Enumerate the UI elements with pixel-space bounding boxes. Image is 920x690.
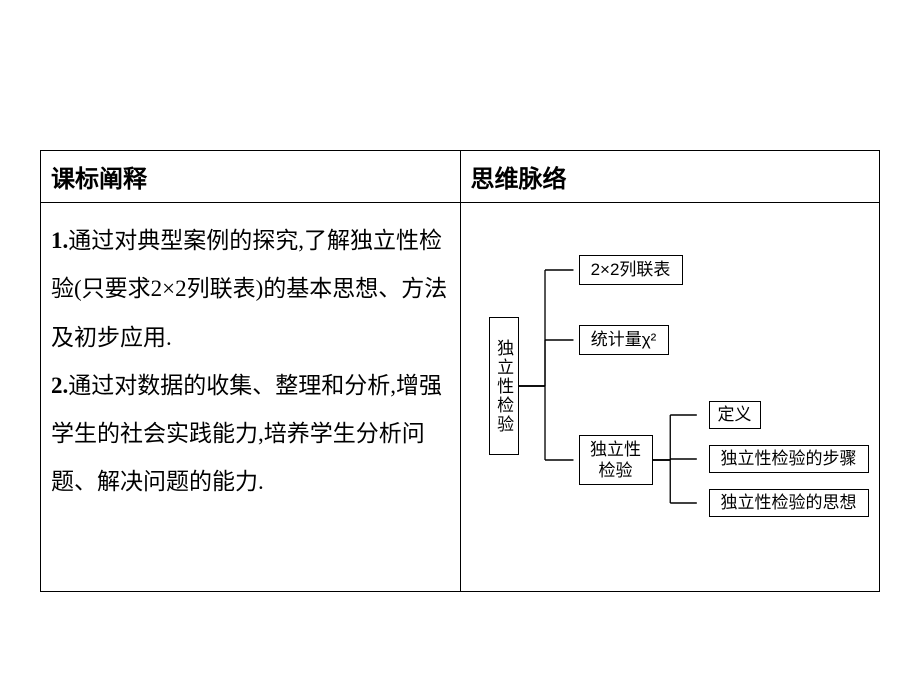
header-right: 思维脉络	[460, 151, 880, 203]
objectives-cell: 1.通过对典型案例的探究,了解独立性检验(只要求2×2列联表)的基本思想、方法及…	[41, 203, 461, 592]
two-column-table: 课标阐释 思维脉络 1.通过对典型案例的探究,了解独立性检验(只要求2×2列联表…	[40, 150, 880, 592]
node-a2: 统计量χ²	[579, 325, 669, 355]
item-number-2: 2.	[51, 373, 68, 398]
node-b1: 定义	[709, 401, 761, 429]
node-b2: 独立性检验的步骤	[709, 445, 869, 473]
node-b3: 独立性检验的思想	[709, 489, 869, 517]
item-text-2: 通过对数据的收集、整理和分析,增强学生的社会实践能力,培养学生分析问题、解决问题…	[51, 373, 442, 495]
node-root: 独立性检验	[489, 317, 519, 455]
page: 课标阐释 思维脉络 1.通过对典型案例的探究,了解独立性检验(只要求2×2列联表…	[0, 0, 920, 632]
node-a1: 2×2列联表	[579, 255, 683, 285]
mindmap-cell: 独立性检验 2×2列联表统计量χ² 独立性 检验 定义独立性检验的步骤独立性检验的思想	[460, 203, 880, 592]
item-text-1: 通过对典型案例的探究,了解独立性检验(只要求2×2列联表)的基本思想、方法及初步…	[51, 228, 447, 350]
header-left: 课标阐释	[41, 151, 461, 203]
tree-diagram: 独立性检验 2×2列联表统计量χ² 独立性 检验 定义独立性检验的步骤独立性检验的思想	[471, 217, 870, 577]
node-a3: 独立性 检验	[579, 435, 653, 485]
item-number-1: 1.	[51, 228, 68, 253]
